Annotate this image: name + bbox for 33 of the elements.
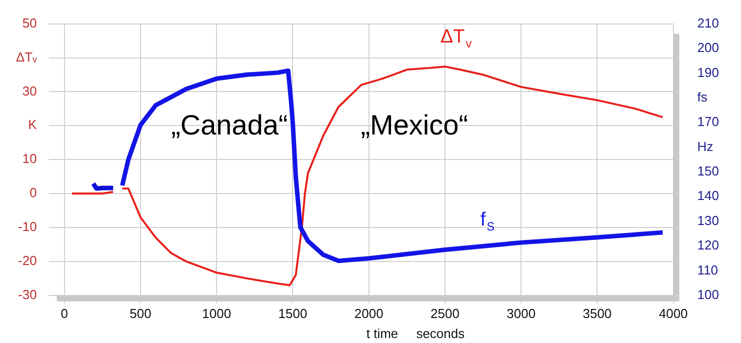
x-tick-label: 1000 — [202, 306, 232, 321]
y2-tick-label: 130 — [697, 212, 720, 228]
x-tick-label: 2500 — [430, 306, 460, 321]
y2-tick-label: 210 — [697, 15, 720, 30]
y2-tick-label: 200 — [697, 40, 720, 56]
y2-tick-label: 190 — [697, 64, 720, 80]
annotation: „Canada“ — [171, 110, 288, 141]
y-tick-label: -30 — [18, 286, 37, 302]
y2-tick-label: 100 — [697, 286, 720, 302]
x-axis-title: t time seconds — [365, 326, 466, 341]
x-tick-label: 3500 — [582, 306, 612, 321]
y2-tick-label: 150 — [697, 164, 720, 179]
y-tick-label: 0 — [30, 185, 37, 200]
x-tick-label: 500 — [130, 306, 152, 321]
y-tick-label: 10 — [22, 151, 37, 166]
y-tick-label: 50 — [22, 15, 37, 30]
y-tick-label: -10 — [18, 219, 37, 234]
y2-tick-label: fs — [697, 89, 708, 104]
y2-tick-label: 170 — [697, 114, 720, 130]
x-tick-label: 2000 — [354, 306, 384, 321]
y2-tick-label: 140 — [697, 188, 720, 204]
y2-tick-label: Hz — [697, 138, 714, 154]
y2-tick-label: 110 — [697, 262, 718, 278]
x-tick-label: 0 — [60, 306, 68, 321]
x-tick-label: 3000 — [506, 306, 536, 321]
y-tick-label: 30 — [22, 83, 37, 98]
x-tick-label: 1500 — [278, 306, 308, 321]
annotation: „Mexico“ — [360, 110, 468, 141]
y-tick-label: -20 — [18, 253, 37, 268]
y2-tick-label: 120 — [697, 238, 720, 253]
y-tick-label: K — [28, 117, 38, 132]
x-tick-label: 4000 — [658, 306, 688, 321]
y-tick-label: ΔTᵥ — [16, 49, 38, 64]
